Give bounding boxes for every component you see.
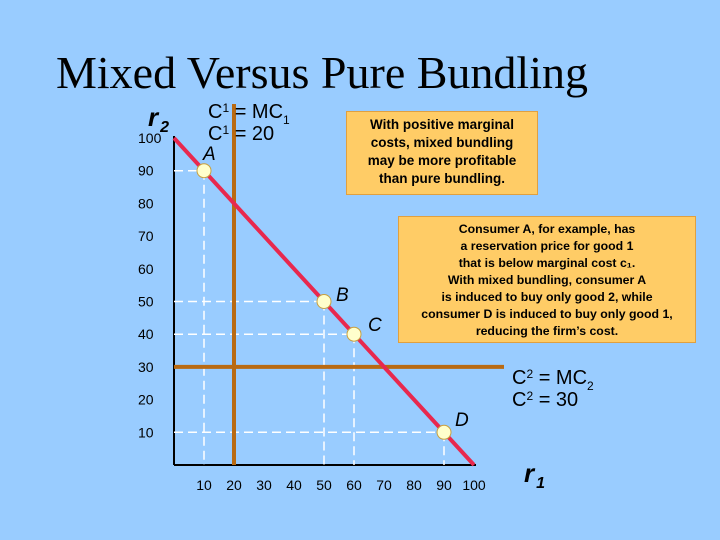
consumer-point-c [346, 326, 362, 342]
mc-label-good-1-line-1: C1 = MC1 [208, 101, 290, 127]
note-line: Consumer A, for example, has [458, 222, 636, 236]
x-tick-label: 100 [462, 477, 486, 493]
x-tick-label: 10 [196, 477, 212, 493]
note-line: than pure bundling. [379, 171, 505, 186]
y-tick-label: 40 [138, 326, 154, 342]
note-line: is induced to buy only good 2, while [441, 290, 653, 304]
note-line: reducing the firm’s cost. [475, 324, 619, 338]
mc-label-good-1-line-2: C1 = 20 [208, 123, 274, 145]
note-line: costs, mixed bundling [370, 135, 514, 150]
slide-title: Mixed Versus Pure Bundling [56, 47, 588, 98]
x-tick-label: 70 [376, 477, 392, 493]
note-line: consumer D is induced to buy only good 1… [421, 307, 673, 321]
note-line: With positive marginal [370, 117, 514, 132]
x-tick-label: 50 [316, 477, 332, 493]
note-consumer-example: Consumer A, for example, has a reservatio… [398, 216, 696, 343]
consumer-label-a: A [202, 144, 216, 165]
y-tick-label: 50 [138, 294, 154, 310]
note-mixed-bundling-profitable: With positive marginal costs, mixed bundl… [346, 111, 538, 195]
y-tick-label: 60 [138, 261, 154, 277]
x-tick-label: 20 [226, 477, 242, 493]
y-tick-label: 90 [138, 163, 154, 179]
y-tick-label: 10 [138, 424, 154, 440]
consumer-label-c: C [368, 315, 382, 336]
note-line: may be more profitable [367, 153, 517, 168]
y-tick-label: 70 [138, 228, 154, 244]
mc-label-good-2-line-2: C2 = 30 [512, 389, 578, 411]
mc-label-good-2-line-1: C2 = MC2 [512, 367, 594, 393]
y-tick-label: 30 [138, 359, 154, 375]
note-line: that is below marginal cost c₁. [458, 256, 636, 270]
y-tick-label: 20 [138, 392, 154, 408]
consumer-point-d [436, 424, 452, 440]
x-tick-label: 60 [346, 477, 362, 493]
y-tick-label: 80 [138, 195, 154, 211]
consumer-label-b: B [336, 285, 349, 306]
x-tick-label: 90 [436, 477, 452, 493]
x-tick-label: 40 [286, 477, 302, 493]
x-tick-label: 80 [406, 477, 422, 493]
consumer-point-a [196, 163, 212, 179]
x-tick-label: 30 [256, 477, 272, 493]
note-line: a reservation price for good 1 [460, 239, 634, 253]
consumer-point-b [316, 294, 332, 309]
y-tick-label: 100 [138, 130, 162, 146]
consumer-label-d: D [455, 410, 469, 431]
note-line: With mixed bundling, consumer A [447, 273, 647, 287]
